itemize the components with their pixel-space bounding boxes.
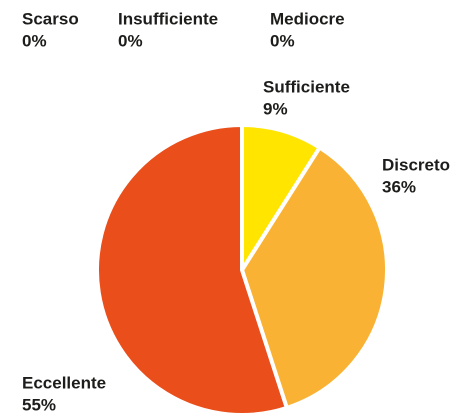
slice-value-label: 0% xyxy=(118,31,143,50)
slice-value-label: 36% xyxy=(382,177,416,196)
slice-value-label: 0% xyxy=(22,31,47,50)
slice-label: Eccellente xyxy=(22,373,106,392)
slice-label: Mediocre xyxy=(270,9,345,28)
slice-value-label: 0% xyxy=(270,31,295,50)
pie-slice xyxy=(95,123,289,417)
slice-value-label: 55% xyxy=(22,395,56,414)
slice-value-label: 9% xyxy=(263,99,288,118)
slice-label: Scarso xyxy=(22,9,79,28)
pie-slice xyxy=(240,145,389,410)
slice-label: Discreto xyxy=(382,155,450,174)
slice-label: Insufficiente xyxy=(118,9,218,28)
slice-label: Sufficiente xyxy=(263,77,350,96)
